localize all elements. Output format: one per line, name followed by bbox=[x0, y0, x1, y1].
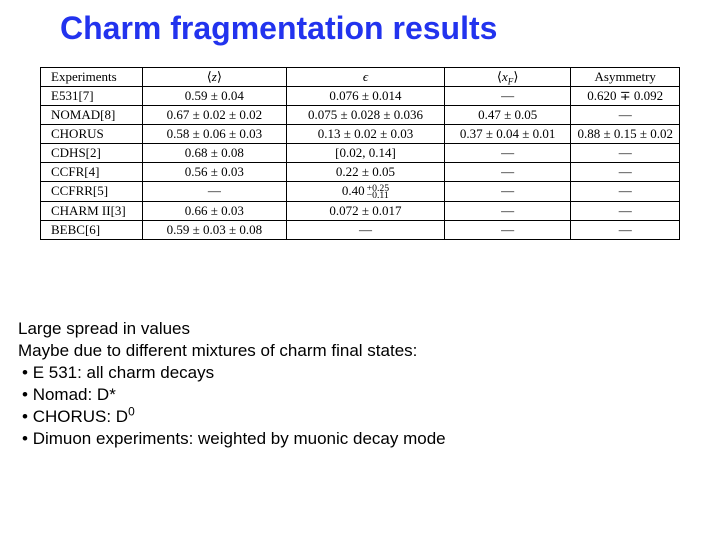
cell-xf: — bbox=[444, 144, 571, 163]
bullet-2: Nomad: D* bbox=[22, 384, 720, 406]
table-body: E531[7]0.59 ± 0.040.076 ± 0.014—0.620 ∓ … bbox=[41, 87, 680, 240]
page-title: Charm fragmentation results bbox=[0, 0, 720, 47]
cell-z: 0.59 ± 0.03 ± 0.08 bbox=[142, 220, 287, 239]
table-row: CHARM II[3]0.66 ± 0.030.072 ± 0.017—— bbox=[41, 201, 680, 220]
cell-eps: 0.076 ± 0.014 bbox=[287, 87, 445, 106]
table-row: CCFRR[5]—0.40+0.25−0.11—— bbox=[41, 182, 680, 202]
cell-xf: — bbox=[444, 163, 571, 182]
table-row: NOMAD[8]0.67 ± 0.02 ± 0.020.075 ± 0.028 … bbox=[41, 106, 680, 125]
col-asymmetry: Asymmetry bbox=[571, 68, 680, 87]
table-row: E531[7]0.59 ± 0.040.076 ± 0.014—0.620 ∓ … bbox=[41, 87, 680, 106]
cell-eps: [0.02, 0.14] bbox=[287, 144, 445, 163]
cell-xf: 0.37 ± 0.04 ± 0.01 bbox=[444, 125, 571, 144]
cell-exp: CCFR[4] bbox=[41, 163, 143, 182]
bullet-3: CHORUS: D0 bbox=[22, 406, 720, 428]
table-row: CCFR[4]0.56 ± 0.030.22 ± 0.05—— bbox=[41, 163, 680, 182]
commentary-line2: Maybe due to different mixtures of charm… bbox=[18, 340, 720, 362]
cell-z: 0.68 ± 0.08 bbox=[142, 144, 287, 163]
cell-asym: — bbox=[571, 163, 680, 182]
cell-exp: E531[7] bbox=[41, 87, 143, 106]
col-meanz: ⟨z⟩ bbox=[142, 68, 287, 87]
cell-z: — bbox=[142, 182, 287, 202]
commentary-block: Large spread in values Maybe due to diff… bbox=[18, 318, 720, 451]
col-xf: ⟨xF⟩ bbox=[444, 68, 571, 87]
cell-exp: CDHS[2] bbox=[41, 144, 143, 163]
results-table: Experiments ⟨z⟩ ϵ ⟨xF⟩ Asymmetry E531[7]… bbox=[40, 67, 680, 240]
table-row: CHORUS0.58 ± 0.06 ± 0.030.13 ± 0.02 ± 0.… bbox=[41, 125, 680, 144]
cell-exp: CHARM II[3] bbox=[41, 201, 143, 220]
cell-z: 0.66 ± 0.03 bbox=[142, 201, 287, 220]
cell-exp: BEBC[6] bbox=[41, 220, 143, 239]
cell-asym: 0.620 ∓ 0.092 bbox=[571, 87, 680, 106]
table-header-row: Experiments ⟨z⟩ ϵ ⟨xF⟩ Asymmetry bbox=[41, 68, 680, 87]
results-table-wrap: Experiments ⟨z⟩ ϵ ⟨xF⟩ Asymmetry E531[7]… bbox=[40, 67, 680, 240]
cell-eps: 0.22 ± 0.05 bbox=[287, 163, 445, 182]
cell-z: 0.58 ± 0.06 ± 0.03 bbox=[142, 125, 287, 144]
cell-asym: — bbox=[571, 144, 680, 163]
cell-exp: CCFRR[5] bbox=[41, 182, 143, 202]
col-experiments: Experiments bbox=[41, 68, 143, 87]
cell-asym: — bbox=[571, 106, 680, 125]
cell-xf: — bbox=[444, 220, 571, 239]
col-epsilon: ϵ bbox=[287, 68, 445, 87]
cell-eps: 0.40+0.25−0.11 bbox=[287, 182, 445, 202]
table-row: BEBC[6]0.59 ± 0.03 ± 0.08——— bbox=[41, 220, 680, 239]
cell-asym: — bbox=[571, 201, 680, 220]
commentary-list: E 531: all charm decays Nomad: D* CHORUS… bbox=[18, 362, 720, 450]
cell-xf: — bbox=[444, 201, 571, 220]
cell-eps: 0.075 ± 0.028 ± 0.036 bbox=[287, 106, 445, 125]
cell-exp: NOMAD[8] bbox=[41, 106, 143, 125]
bullet-1: E 531: all charm decays bbox=[22, 362, 720, 384]
cell-z: 0.59 ± 0.04 bbox=[142, 87, 287, 106]
cell-xf: — bbox=[444, 87, 571, 106]
cell-asym: — bbox=[571, 220, 680, 239]
cell-asym: — bbox=[571, 182, 680, 202]
cell-eps: — bbox=[287, 220, 445, 239]
cell-xf: — bbox=[444, 182, 571, 202]
cell-eps: 0.13 ± 0.02 ± 0.03 bbox=[287, 125, 445, 144]
cell-z: 0.56 ± 0.03 bbox=[142, 163, 287, 182]
cell-exp: CHORUS bbox=[41, 125, 143, 144]
table-row: CDHS[2]0.68 ± 0.08[0.02, 0.14]—— bbox=[41, 144, 680, 163]
commentary-line1: Large spread in values bbox=[18, 318, 720, 340]
cell-z: 0.67 ± 0.02 ± 0.02 bbox=[142, 106, 287, 125]
bullet-4: Dimuon experiments: weighted by muonic d… bbox=[22, 428, 720, 450]
cell-asym: 0.88 ± 0.15 ± 0.02 bbox=[571, 125, 680, 144]
cell-xf: 0.47 ± 0.05 bbox=[444, 106, 571, 125]
cell-eps: 0.072 ± 0.017 bbox=[287, 201, 445, 220]
